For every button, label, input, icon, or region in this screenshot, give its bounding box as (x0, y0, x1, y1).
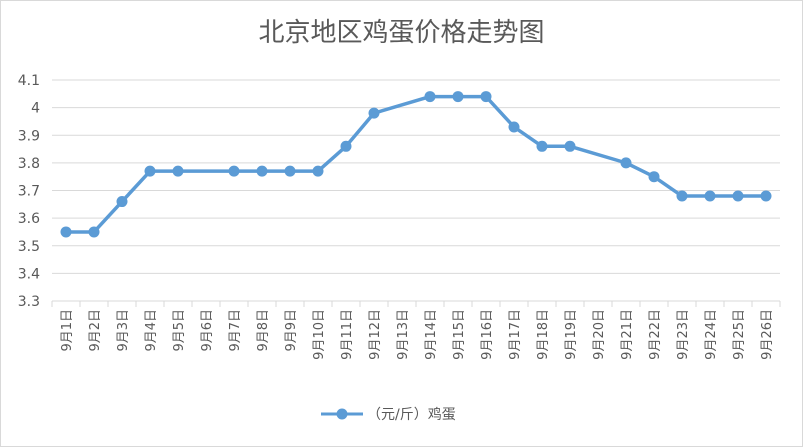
data-point (256, 165, 268, 177)
y-tick-label: 3.9 (18, 128, 40, 144)
x-tick-label: 9月26日 (760, 309, 775, 360)
x-tick-label: 9月24日 (704, 309, 719, 360)
x-tick-label: 9月13日 (396, 309, 411, 360)
data-point (144, 165, 156, 177)
x-tick-label: 9月20日 (592, 309, 607, 360)
x-tick-label: 9月23日 (676, 309, 691, 360)
data-point (452, 91, 464, 103)
x-tick-label: 9月3日 (116, 309, 131, 352)
x-axis: 9月1日 9月2日 9月3日 9月4日 9月5日 9月6日 9月7日 9月8日 9月9日 9月10… (51, 301, 781, 360)
data-point (480, 91, 492, 103)
x-tick-label: 9月18日 (536, 309, 551, 360)
y-tick-label: 4 (31, 101, 40, 117)
y-tick-label: 3.5 (18, 239, 40, 255)
x-tick-label: 9月16日 (480, 309, 495, 360)
x-tick-label: 9月21日 (620, 309, 635, 360)
x-tick-label: 9月19日 (564, 309, 579, 360)
x-tick-label: 9月8日 (256, 309, 271, 352)
x-tick-label: 9月6日 (200, 309, 215, 352)
y-tick-label: 4.1 (18, 73, 40, 89)
data-point (88, 226, 100, 238)
series-line (66, 94, 766, 234)
legend: （元/斤）鸡蛋 (321, 406, 456, 423)
gridlines (52, 79, 780, 302)
x-tick-label: 9月5日 (172, 309, 187, 352)
x-tick-label: 9月14日 (424, 309, 439, 360)
y-tick-label: 3.3 (18, 294, 40, 310)
data-point (340, 140, 352, 152)
y-tick-label: 3.7 (18, 184, 40, 200)
data-point (564, 140, 576, 152)
data-point (116, 196, 128, 208)
data-point (424, 91, 436, 103)
x-tick-label: 9月9日 (284, 309, 299, 352)
x-tick-label: 9月10日 (312, 309, 327, 360)
x-tick-label: 9月7日 (228, 309, 243, 352)
data-point (732, 190, 744, 202)
y-axis: 3.3 3.4 3.5 3.6 3.7 3.8 3.9 4 4.1 (18, 73, 40, 310)
series-layer (60, 91, 772, 238)
data-point (284, 165, 296, 177)
y-tick-label: 3.6 (18, 211, 40, 227)
chart-title: 北京地区鸡蛋价格走势图 (258, 18, 545, 48)
data-point (312, 165, 324, 177)
x-tick-label: 9月12日 (368, 309, 383, 360)
x-tick-label: 9月1日 (60, 309, 75, 352)
data-point (536, 140, 548, 152)
x-tick-label: 9月25日 (732, 309, 747, 360)
legend-marker (336, 408, 348, 420)
x-tick-label: 9月17日 (508, 309, 523, 360)
x-tick-label: 9月4日 (144, 309, 159, 352)
y-tick-label: 3.4 (18, 266, 40, 282)
data-point (60, 226, 72, 238)
data-point (172, 165, 184, 177)
y-tick-label: 3.8 (18, 156, 40, 172)
data-point (676, 190, 688, 202)
data-point (368, 107, 380, 119)
data-point (760, 190, 772, 202)
data-point (508, 121, 520, 133)
x-tick-label: 9月2日 (88, 309, 103, 352)
x-tick-label: 9月11日 (340, 309, 355, 360)
legend-label: （元/斤）鸡蛋 (367, 406, 456, 423)
data-point (648, 171, 660, 183)
data-point (704, 190, 716, 202)
data-point (228, 165, 240, 177)
x-tick-label: 9月22日 (648, 309, 663, 360)
data-point (620, 157, 632, 169)
x-tick-label: 9月15日 (452, 309, 467, 360)
